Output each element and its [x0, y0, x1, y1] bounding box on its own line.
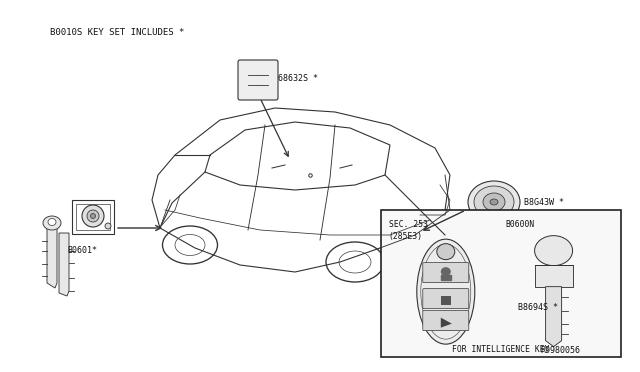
Ellipse shape	[475, 260, 505, 280]
Ellipse shape	[48, 218, 56, 225]
FancyBboxPatch shape	[468, 213, 480, 221]
Text: SEC. 253: SEC. 253	[388, 220, 428, 229]
Ellipse shape	[474, 186, 514, 218]
Polygon shape	[545, 287, 561, 347]
Bar	[441, 296, 451, 305]
Bar	[381, 210, 621, 357]
FancyBboxPatch shape	[534, 264, 573, 287]
Ellipse shape	[490, 199, 498, 205]
FancyBboxPatch shape	[423, 311, 468, 331]
Text: B0010S KEY SET INCLUDES *: B0010S KEY SET INCLUDES *	[50, 28, 184, 37]
FancyBboxPatch shape	[423, 289, 468, 309]
Polygon shape	[47, 226, 57, 288]
Text: (285E3): (285E3)	[388, 232, 423, 241]
Ellipse shape	[43, 216, 61, 230]
Text: FOR INTELLIGENCE KEY: FOR INTELLIGENCE KEY	[452, 345, 550, 354]
FancyBboxPatch shape	[423, 263, 468, 283]
Ellipse shape	[468, 181, 520, 223]
Ellipse shape	[90, 214, 95, 218]
Ellipse shape	[441, 267, 451, 276]
Ellipse shape	[436, 244, 455, 260]
Text: R9980056: R9980056	[540, 346, 580, 355]
FancyBboxPatch shape	[458, 298, 522, 324]
Bar	[487, 265, 493, 275]
Ellipse shape	[506, 309, 511, 313]
Text: B0600N: B0600N	[506, 220, 535, 229]
Polygon shape	[59, 233, 69, 296]
Text: B8G43W *: B8G43W *	[524, 198, 564, 207]
FancyBboxPatch shape	[508, 213, 520, 221]
Ellipse shape	[105, 223, 111, 229]
Ellipse shape	[87, 210, 99, 222]
Ellipse shape	[534, 235, 573, 266]
FancyBboxPatch shape	[465, 257, 515, 318]
Ellipse shape	[82, 205, 104, 227]
Text: B8694S *: B8694S *	[518, 303, 558, 312]
Ellipse shape	[470, 309, 474, 313]
Ellipse shape	[417, 239, 475, 344]
FancyBboxPatch shape	[238, 60, 278, 100]
Text: B0601*: B0601*	[67, 246, 97, 255]
Ellipse shape	[506, 308, 514, 314]
Ellipse shape	[466, 308, 474, 314]
Text: 68632S *: 68632S *	[278, 74, 318, 83]
Polygon shape	[441, 318, 452, 328]
Ellipse shape	[483, 193, 505, 211]
